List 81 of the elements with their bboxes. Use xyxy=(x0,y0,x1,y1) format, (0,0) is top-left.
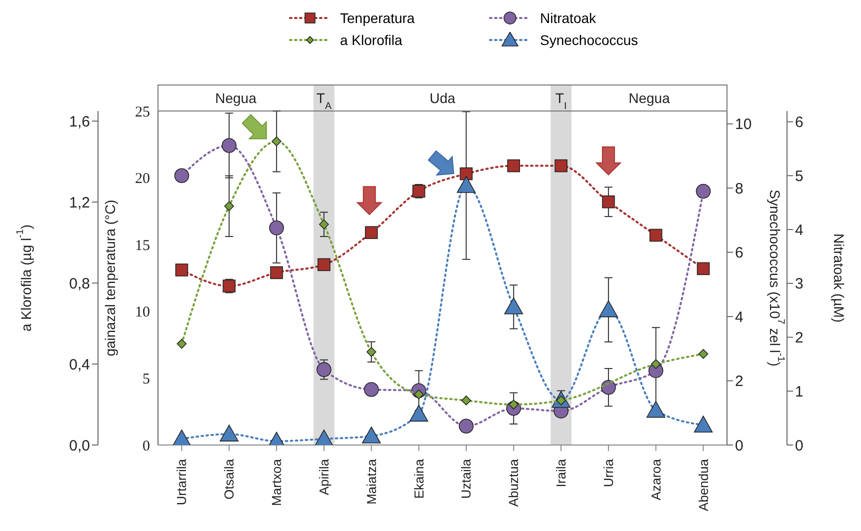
point xyxy=(272,136,282,146)
point xyxy=(314,430,334,445)
point xyxy=(366,346,376,357)
legend-label: Nitratoak xyxy=(540,10,596,26)
point xyxy=(456,176,476,193)
y3-tick-label: 1 xyxy=(795,383,804,400)
y2-tick-label: 6 xyxy=(735,244,744,262)
point xyxy=(554,159,568,172)
y3-tick-label: 3 xyxy=(795,276,804,293)
point xyxy=(507,159,520,172)
point xyxy=(696,184,711,199)
point xyxy=(696,262,710,276)
point xyxy=(461,396,472,406)
y3-axis-title: Nitratoak (µM) xyxy=(831,234,847,322)
band-label: T$_{I}$ xyxy=(555,90,567,112)
x-tick-label: Iraila xyxy=(554,458,569,488)
y-tick-label: 20 xyxy=(135,171,150,188)
y-axis-title: gainazal tenperatura (°C) xyxy=(102,200,118,356)
y2-tick-label: 4 xyxy=(735,308,744,326)
point xyxy=(364,382,379,397)
point xyxy=(174,168,190,184)
point xyxy=(176,338,187,349)
point xyxy=(646,400,666,418)
legend-label: Tenperatura xyxy=(340,10,415,26)
x-tick-label: Ekaina xyxy=(411,458,426,499)
point xyxy=(318,258,330,272)
x-tick-label: Uztaila xyxy=(458,458,474,499)
point xyxy=(319,219,329,230)
y-tick-label: 25 xyxy=(135,104,150,120)
y2-tick-label: 8 xyxy=(735,180,744,198)
point xyxy=(362,426,381,444)
point xyxy=(270,266,283,280)
point xyxy=(649,228,662,242)
x-tick-label: Abendua xyxy=(696,458,711,512)
y-tick-label: 0,4 xyxy=(69,356,90,374)
x-tick-label: Martxoa xyxy=(269,458,284,506)
y3-tick-label: 2 xyxy=(795,330,804,347)
y-tick-label: 0,8 xyxy=(69,275,90,292)
point xyxy=(269,220,284,236)
point xyxy=(172,430,192,445)
x-tick-label: Maiatza xyxy=(364,458,379,505)
x-tick-label: Urria xyxy=(600,458,616,488)
y-tick-label: 0,0 xyxy=(69,437,90,454)
point xyxy=(650,359,661,369)
band-label: T$_{A}$ xyxy=(316,90,332,112)
legend-label: a Klorofila xyxy=(340,32,402,48)
point xyxy=(316,362,332,377)
point xyxy=(698,349,708,359)
legend-label: Synechococcus xyxy=(540,32,638,48)
x-tick-label: Otsaila xyxy=(222,458,237,500)
y2-tick-label: 0 xyxy=(735,437,744,454)
y-tick-label: 5 xyxy=(142,372,150,388)
y3-tick-label: 4 xyxy=(795,222,804,239)
point xyxy=(602,195,615,208)
y-tick-label: 1,2 xyxy=(69,194,90,212)
x-tick-label: Apirila xyxy=(316,458,332,496)
point xyxy=(504,298,524,314)
y-tick-label: 10 xyxy=(135,304,150,321)
y-tick-label: 1,6 xyxy=(69,113,90,130)
y-tick-label: 15 xyxy=(135,238,150,254)
x-tick-label: Azaroa xyxy=(648,458,664,500)
point xyxy=(694,416,713,432)
point xyxy=(364,226,378,239)
point xyxy=(409,404,428,422)
text: Negua xyxy=(215,90,257,106)
point xyxy=(175,264,188,276)
text: Uda xyxy=(430,90,456,106)
point xyxy=(599,300,618,318)
point xyxy=(220,424,239,442)
y-tick-label: 0 xyxy=(142,438,150,454)
x-tick-label: Urtarrila xyxy=(174,458,190,506)
point xyxy=(224,201,234,212)
point xyxy=(222,138,237,153)
text: Negua xyxy=(628,90,670,106)
y2-tick-label: 10 xyxy=(735,116,752,134)
point xyxy=(458,418,474,434)
x-tick-label: Abuztua xyxy=(506,458,522,507)
y3-tick-label: 0 xyxy=(795,437,804,454)
y3-tick-label: 5 xyxy=(795,168,804,185)
y3-tick-label: 6 xyxy=(795,114,804,132)
y2-tick-label: 2 xyxy=(735,373,744,390)
